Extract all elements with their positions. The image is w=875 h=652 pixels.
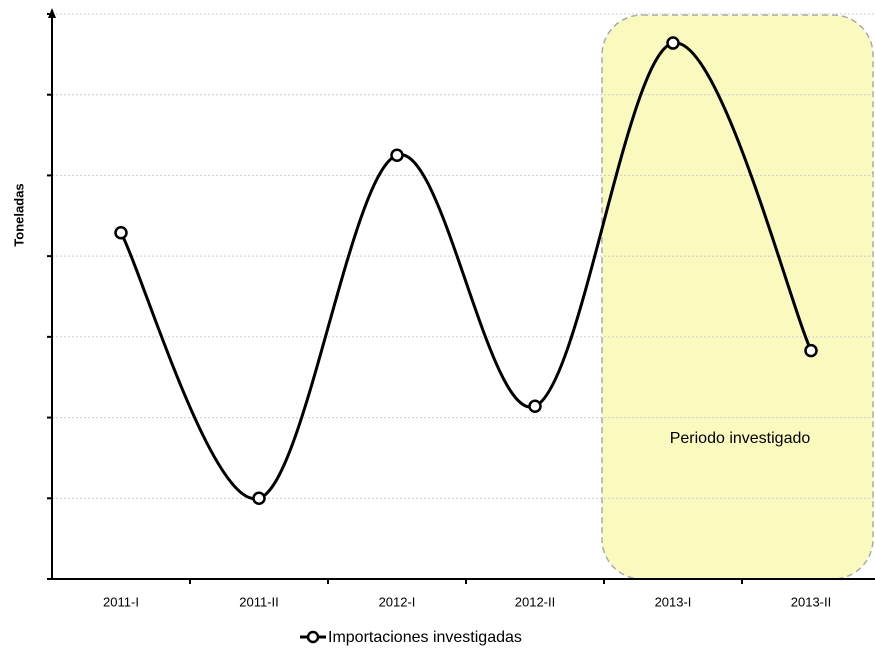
marker — [390, 148, 404, 162]
x-tick-label: 2011-I — [103, 594, 139, 609]
marker — [804, 343, 818, 358]
marker — [114, 225, 128, 240]
highlight-region — [601, 14, 874, 580]
x-tick-label: 2011-II — [239, 594, 279, 609]
y-axis-label: Toneladas — [11, 183, 26, 246]
marker — [528, 399, 542, 414]
x-tick-label: 2013-I — [655, 594, 692, 609]
legend-marker — [306, 630, 320, 644]
marker — [252, 491, 266, 506]
line — [119, 41, 813, 500]
y-axis-arrow — [48, 8, 56, 18]
annotation: Periodo investigado — [669, 430, 811, 447]
marker — [666, 36, 680, 50]
x-tick-label: 2013-II — [791, 594, 831, 609]
x-tick-label: 2012-II — [515, 594, 555, 609]
legend-label: Importaciones investigadas — [328, 629, 522, 646]
x-tick-label: 2012-I — [379, 594, 416, 609]
